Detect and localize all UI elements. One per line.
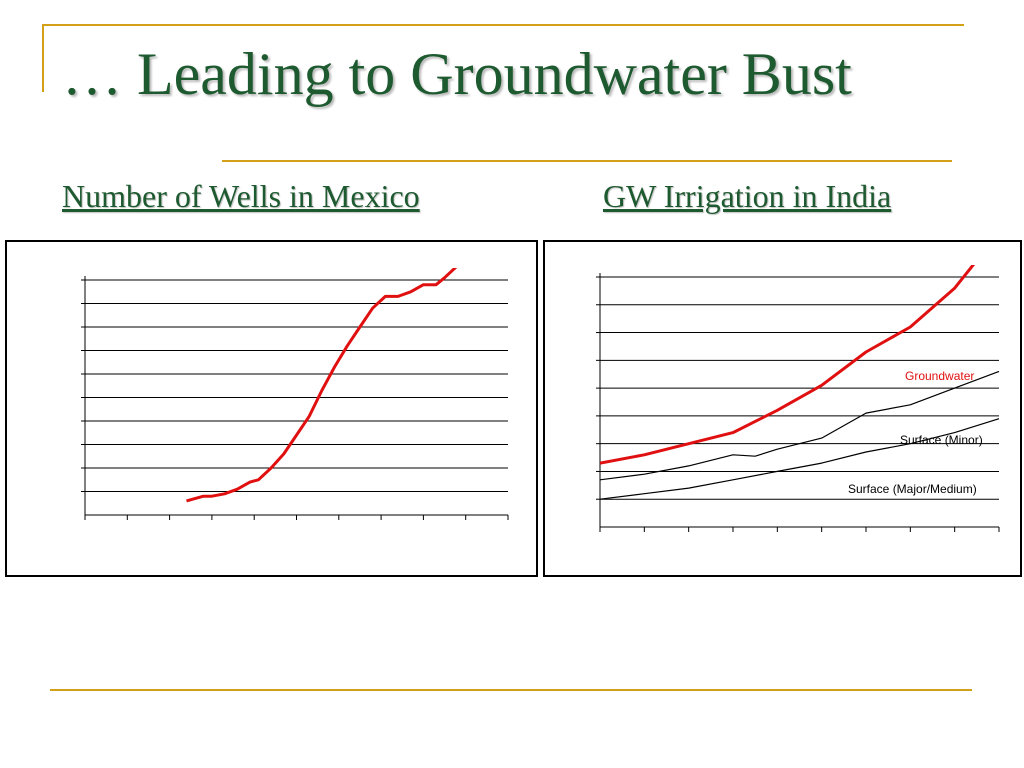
india-irrigation-plot: Groundwater Surface (Minor) Surface (Major… [596, 265, 1000, 532]
title-accent-left-line [42, 24, 44, 92]
footer-accent-line [50, 689, 972, 691]
series-label-surface-major-medium: Surface (Major/Medium) [848, 482, 977, 496]
series-line-wells [186, 268, 458, 503]
title-accent-top-line [42, 24, 964, 26]
series-label-groundwater: Groundwater [905, 369, 974, 383]
mexico-chart-title: Number of Wells in Mexico [62, 178, 420, 214]
slide-title: … Leading to Groundwater Bust [62, 41, 852, 107]
series-line-surface-major-medium [600, 418, 1000, 500]
title-accent-bottom-line [222, 160, 952, 162]
series-label-surface-minor: Surface (Minor) [900, 433, 983, 447]
india-chart-title: GW Irrigation in India [603, 178, 892, 214]
india-irrigation-chart: Groundwater Surface (Minor) Surface (Major… [543, 240, 1022, 577]
series-line-surface-minor [600, 370, 1000, 481]
mexico-wells-plot [81, 268, 509, 520]
mexico-wells-chart [5, 240, 538, 577]
series-line-groundwater [600, 265, 976, 465]
